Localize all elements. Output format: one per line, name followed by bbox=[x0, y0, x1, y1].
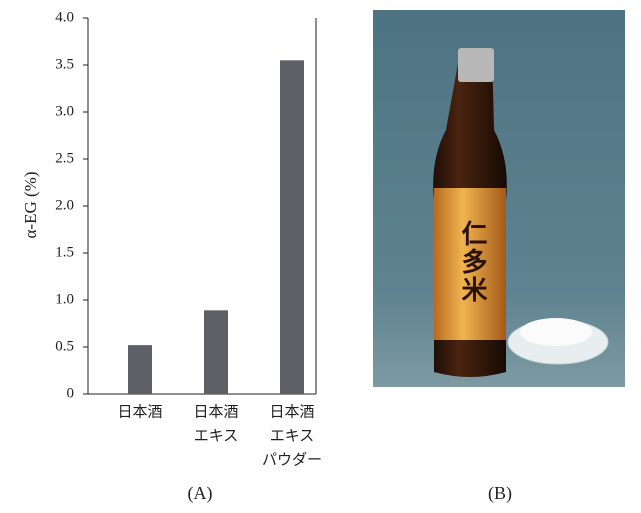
powder bbox=[520, 318, 592, 346]
y-tick-label: 3.5 bbox=[55, 56, 74, 72]
bottle-label-text: 仁多米 bbox=[458, 220, 487, 304]
y-tick-label: 0 bbox=[67, 385, 75, 401]
y-tick-label: 1.5 bbox=[55, 244, 74, 260]
bottle-cap bbox=[458, 48, 494, 82]
photo: 仁多米 bbox=[373, 10, 625, 387]
bottle-label bbox=[434, 188, 506, 340]
x-tick-label: エキス bbox=[194, 428, 239, 444]
y-tick-label: 4.0 bbox=[55, 9, 74, 25]
y-tick-label: 3.0 bbox=[55, 103, 74, 119]
y-tick-label: 1.0 bbox=[55, 291, 74, 307]
y-tick-label: 2.0 bbox=[55, 197, 74, 213]
panel-label: (A) bbox=[188, 483, 213, 504]
x-tick-label: 日本酒 bbox=[117, 403, 162, 420]
panel-label: (B) bbox=[488, 483, 512, 504]
y-tick-label: 0.5 bbox=[55, 338, 74, 354]
x-tick-label: 日本酒 bbox=[193, 403, 238, 420]
y-axis-title: α-EG (%) bbox=[21, 172, 40, 239]
bar bbox=[204, 310, 228, 394]
bar bbox=[128, 345, 152, 394]
x-tick-label: エキス bbox=[270, 428, 315, 444]
x-tick-label: 日本酒 bbox=[269, 403, 314, 420]
y-tick-label: 2.5 bbox=[55, 150, 74, 166]
x-tick-label: パウダー bbox=[262, 451, 322, 468]
bar bbox=[280, 60, 304, 395]
